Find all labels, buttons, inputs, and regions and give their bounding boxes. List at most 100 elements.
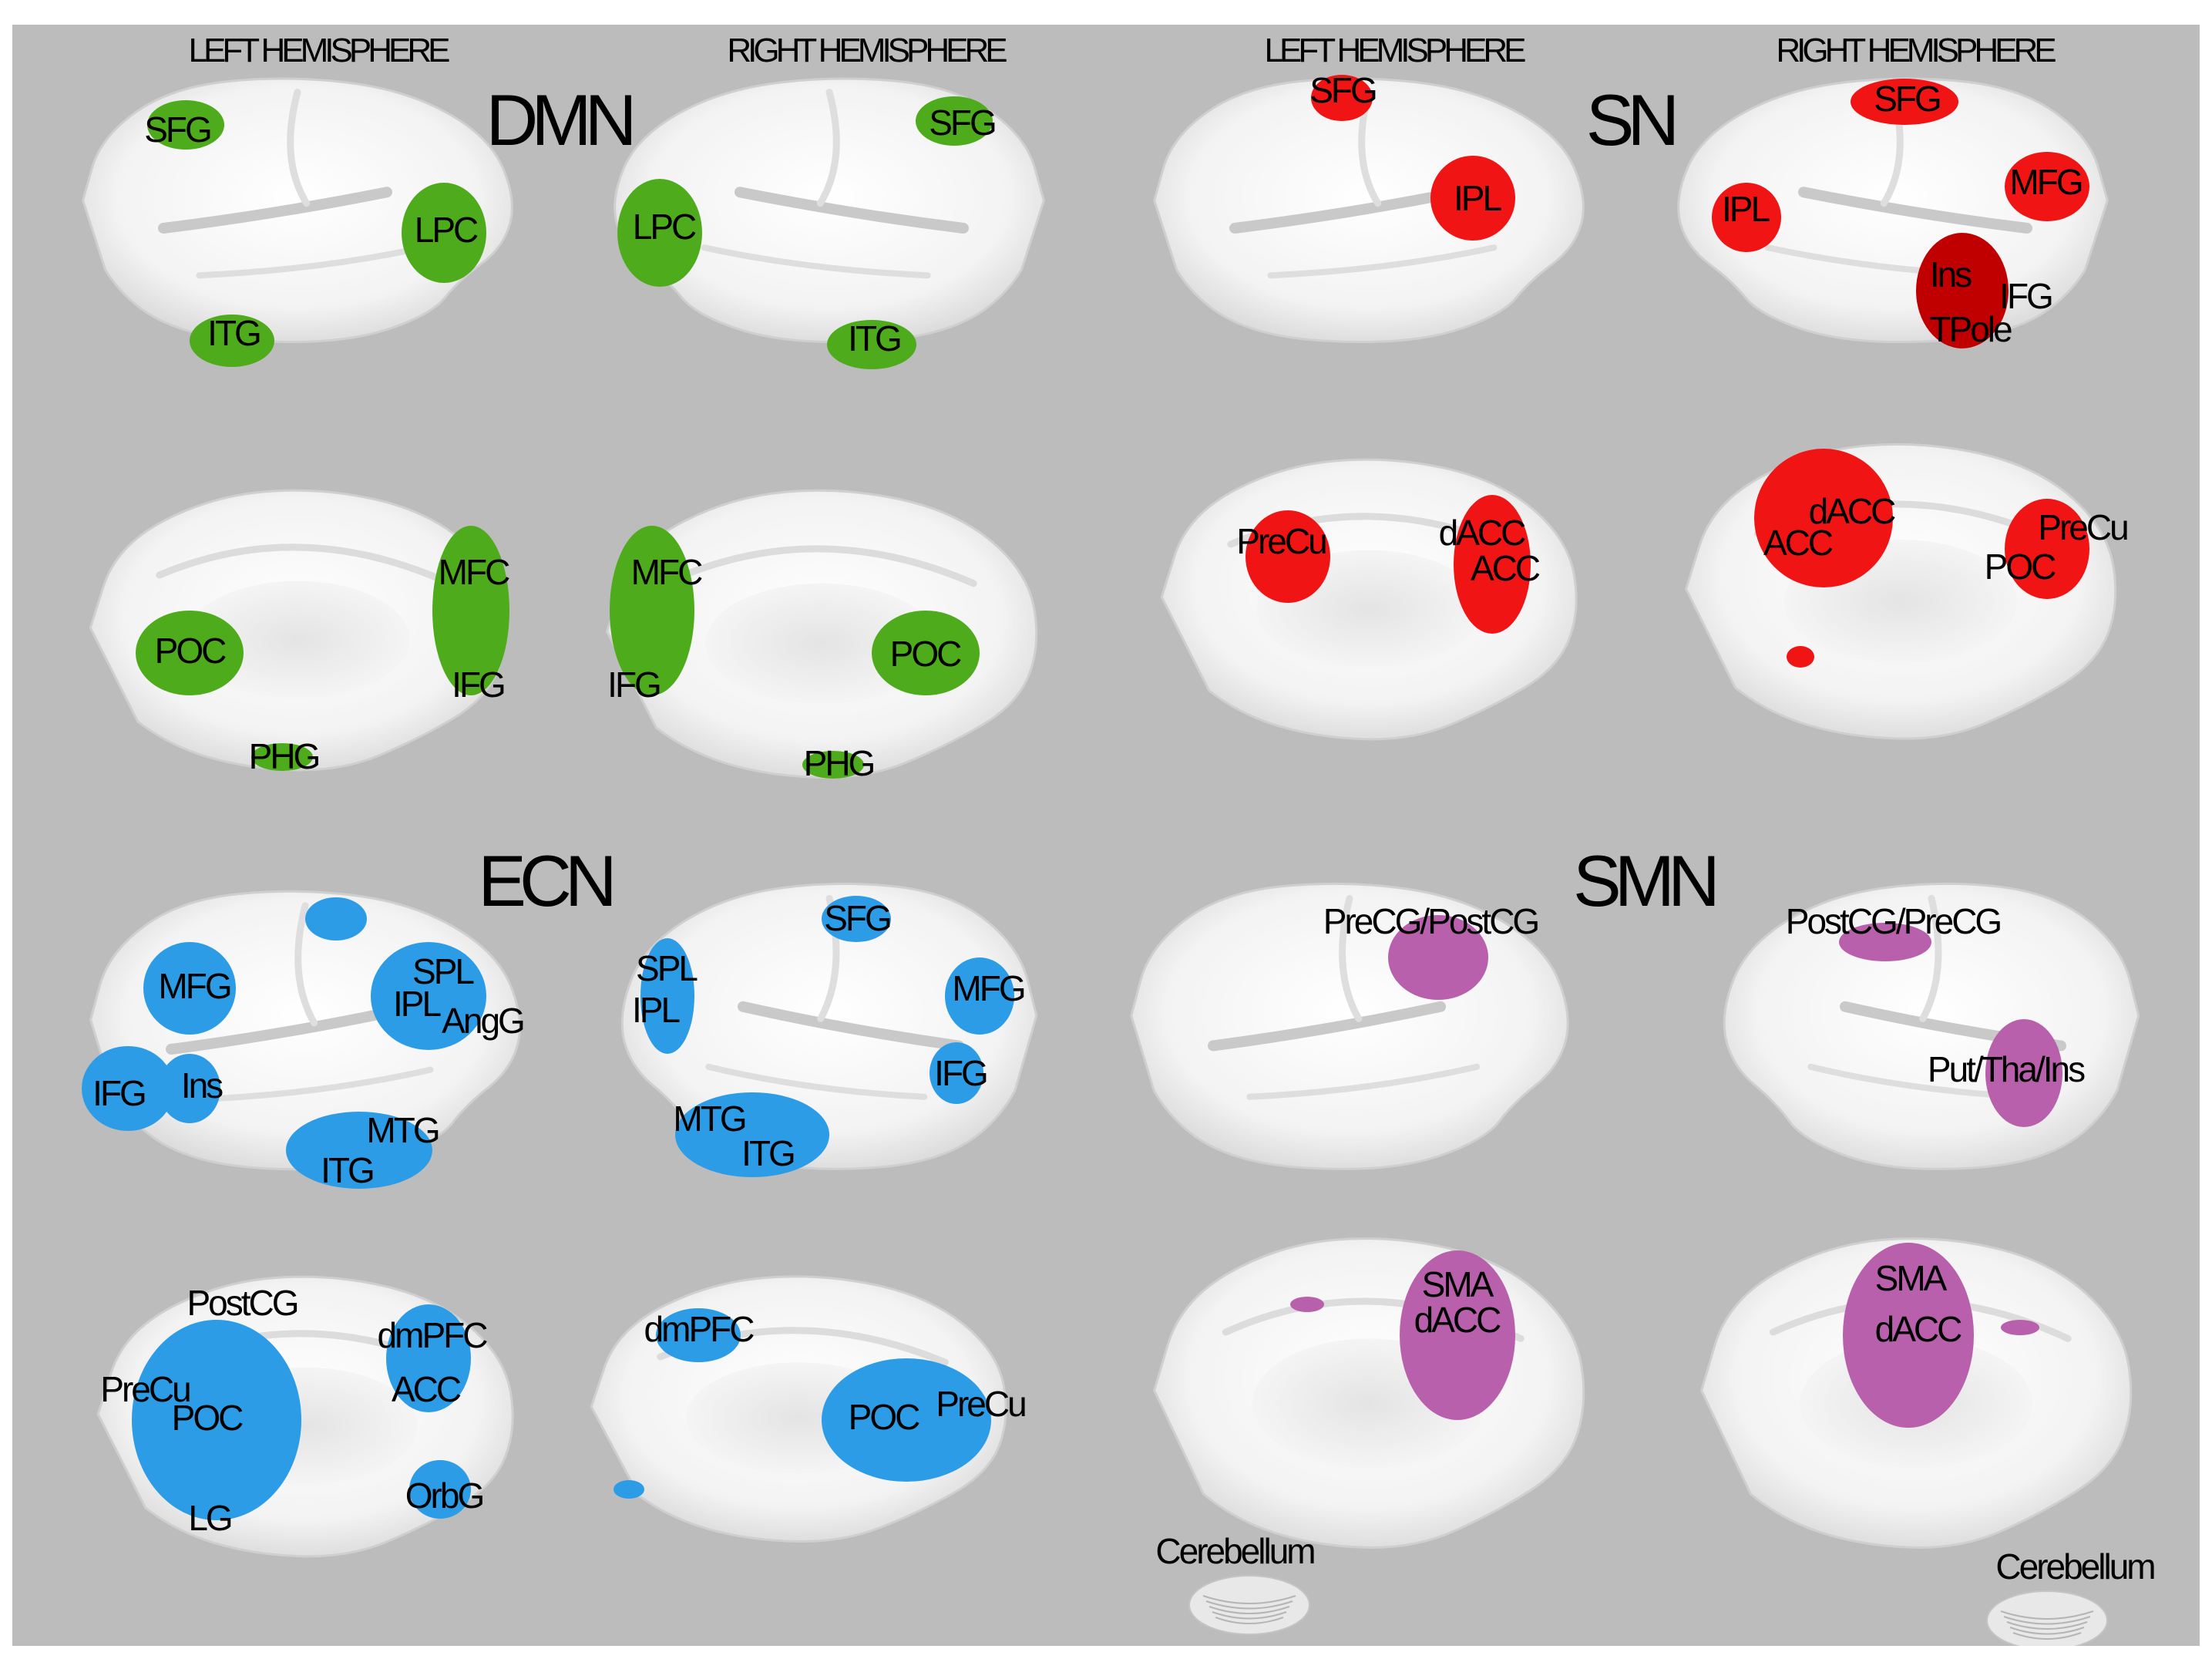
ecn-lat-left-spl-label: SPL: [412, 951, 475, 991]
dmn-med-left-phg-label: PHG: [248, 736, 321, 776]
dmn-med-left-ifg-label: IFG: [452, 665, 506, 705]
smn-med-left-cerebellum-label: Cerebellum: [1155, 1531, 1316, 1571]
smn-sma-blob-r: [1843, 1243, 1974, 1428]
dmn-med-left-brain-medial-wall: [185, 580, 410, 698]
smn-lat-right-put-tha-ins-label: Put/Tha/Ins: [1927, 1049, 2086, 1089]
dmn-mfc-blob-l: [432, 526, 509, 695]
dmn-poc-blob-r: [872, 611, 980, 695]
sn-right-hemisphere-header: RIGHT HEMISPHERE: [1776, 32, 2056, 69]
ecn-lat-left-angg-label: AngG: [442, 1001, 526, 1041]
sn-spot-blob-r: [1787, 646, 1814, 668]
dmn-med-right-brain-cingulate-sulcus: [674, 545, 977, 587]
dmn-left-hemisphere-header: LEFT HEMISPHERE: [188, 32, 451, 69]
dmn-med-right-mfc-label: MFC: [630, 552, 704, 592]
dmn-lat-left-itg-label: ITG: [207, 313, 262, 353]
ecn-lat-right-brain-temporal-sulcus: [705, 1063, 928, 1100]
ecn-lat-left-brain-central-sulcus: [294, 902, 318, 1027]
sn-med-right-precu-label: PreCu: [2038, 507, 2129, 547]
sn-network-title: SN: [1585, 79, 1680, 160]
sn-lat-right-ipl-label: IPL: [1721, 189, 1770, 229]
ecn-poc-blob-l: [132, 1320, 301, 1520]
smn-cerebellum-left-fold: [1202, 1595, 1296, 1604]
ecn-med-left-dmpfc-label: dmPFC: [377, 1315, 489, 1355]
smn-med-right-dacc-label: dACC: [1874, 1309, 1963, 1349]
dmn-itg-blob-r: [827, 320, 916, 369]
ecn-lat-right-sfg-label: SFG: [824, 898, 893, 938]
ecn-spot-blob-r: [614, 1480, 644, 1499]
smn-cerebellum-right-fold: [2006, 1621, 2088, 1630]
ecn-med-left-postcg-label: PostCG: [187, 1283, 299, 1323]
ecn-med-right-poc-label: POC: [848, 1397, 921, 1437]
sn-med-right-acc-label: ACC: [1763, 523, 1834, 563]
ecn-lat-left-mtg-label: MTG: [366, 1110, 440, 1150]
ecn-mfg-blob-r: [945, 957, 1014, 1035]
dmn-lat-right-itg-label: ITG: [848, 318, 903, 358]
ecn-med-left-precu-label: PreCu: [100, 1369, 191, 1409]
sn-lat-right-ins-label: Ins: [1929, 254, 1972, 294]
ecn-lat-left-ins-label: Ins: [180, 1065, 224, 1105]
ecn-lat-right-itg-label: ITG: [741, 1133, 796, 1173]
sn-lat-left-ipl-label: IPL: [1453, 178, 1502, 218]
ecn-network-title: ECN: [478, 840, 617, 921]
smn-cerebellum-right-fold: [2000, 1610, 2094, 1620]
ecn-orbg-blob-l: [409, 1460, 471, 1519]
ecn-lat-right-mfg-label: MFG: [952, 968, 1026, 1008]
dmn-med-right-ifg-label: IFG: [607, 665, 662, 705]
sn-lat-right-brain-sylvian-fissure: [1798, 187, 2032, 234]
dmn-itg-blob-l: [190, 315, 274, 367]
ecn-mfg-blob-l: [143, 942, 236, 1035]
sn-med-right-poc-label: POC: [1984, 547, 2057, 587]
ecn-lat-right-ifg-label: IFG: [934, 1053, 989, 1093]
ecn-lat-left-itg-label: ITG: [321, 1150, 375, 1190]
smn-lat-left-brain-sylvian-fissure: [1208, 1001, 1446, 1052]
ecn-lat-right-mtg-label: MTG: [673, 1099, 747, 1139]
dmn-med-left-brain-cingulate-sulcus: [156, 543, 448, 585]
dmn-lat-left-lpc-label: LPC: [414, 210, 479, 250]
dmn-phg-blob-r: [802, 751, 864, 779]
sn-ipl-blob-l: [1430, 156, 1515, 241]
smn-lat-right-brain-central-sulcus: [1919, 894, 1942, 1022]
ecn-sfg-blob-l: [305, 897, 367, 941]
dmn-lat-right-brain-temporal-sulcus: [701, 244, 931, 279]
smn-lat-left-brain-temporal-sulcus: [1246, 1063, 1481, 1100]
ecn-lat-right-brain-sylvian-fissure: [738, 1001, 964, 1052]
dmn-network-title: DMN: [486, 79, 637, 160]
dmn-phg-blob-l: [251, 743, 313, 771]
dmn-lat-right-brain-sylvian-fissure: [735, 187, 969, 234]
ecn-med-left-poc-label: POC: [171, 1398, 244, 1438]
sn-med-right-dacc-label: dACC: [1808, 491, 1897, 531]
sn-sfg-blob-r: [1851, 79, 1958, 125]
ecn-sfg-blob-r: [822, 896, 891, 942]
ecn-med-left-orbg-label: OrbG: [405, 1476, 485, 1516]
dmn-med-right-phg-label: PHG: [803, 743, 876, 783]
dmn-poc-blob-l: [136, 611, 244, 695]
ecn-itg-blob-r: [675, 1092, 829, 1177]
ecn-lat-left-mfg-label: MFG: [158, 966, 232, 1006]
ecn-ipl-blob-l: [371, 942, 486, 1050]
smn-network-title: SMN: [1573, 840, 1720, 921]
ecn-lat-right-ipl-label: IPL: [631, 990, 681, 1030]
ecn-med-right-precu-label: PreCu: [936, 1384, 1027, 1424]
smn-cerebellum-right-fold: [2012, 1632, 2082, 1640]
ecn-med-left-acc-label: ACC: [391, 1369, 462, 1409]
brain-renderings: [82, 75, 2140, 1646]
ecn-lat-left-ifg-label: IFG: [92, 1073, 147, 1113]
smn-cerebellum-right-fold: [2003, 1616, 2091, 1625]
smn-med-right-cerebellum-label: Cerebellum: [1995, 1546, 2156, 1587]
dmn-sfg-blob-r: [916, 96, 993, 146]
sn-lat-left-brain-temporal-sulcus: [1267, 244, 1498, 279]
ecn-med-left-lg-label: LG: [188, 1498, 233, 1538]
dmn-lat-left-brain-sylvian-fissure: [158, 187, 392, 234]
ecn-poc-blob-r: [822, 1358, 991, 1482]
smn-sma-blob-l: [1400, 1250, 1515, 1420]
ecn-lat-left-brain-sylvian-fissure: [166, 1005, 400, 1055]
sn-left-hemisphere-header: LEFT HEMISPHERE: [1264, 32, 1527, 69]
dmn-right-hemisphere-header: RIGHT HEMISPHERE: [727, 32, 1007, 69]
smn-cerebellum-left-fold: [1212, 1611, 1287, 1620]
dmn-lat-right-sfg-label: SFG: [929, 103, 997, 143]
smn-cerebellum-right-fold: [2009, 1627, 2085, 1635]
smn-precg-blob-l: [1388, 915, 1488, 1000]
ecn-lat-left-ipl-label: IPL: [392, 984, 442, 1024]
sn-ins-blob-r: [1916, 233, 2009, 348]
sn-lat-left-sfg-label: SFG: [1309, 70, 1378, 110]
